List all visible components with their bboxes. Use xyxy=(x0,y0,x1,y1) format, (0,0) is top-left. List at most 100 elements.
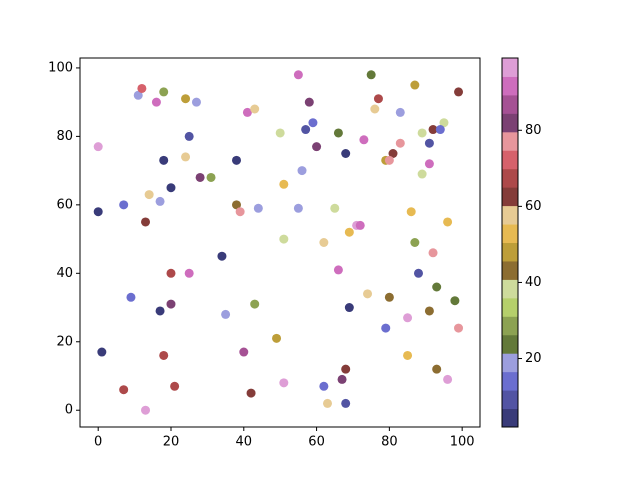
colorbar-segment xyxy=(502,224,518,243)
scatter-point xyxy=(275,128,285,138)
x-tick-label: 100 xyxy=(450,435,475,450)
x-tick-label: 40 xyxy=(236,435,253,450)
scatter-point xyxy=(155,196,165,206)
colorbar-segment xyxy=(502,297,518,317)
y-tick-label: 0 xyxy=(65,403,73,418)
colorbar-segment xyxy=(502,168,518,188)
scatter-point xyxy=(403,350,413,360)
scatter-point xyxy=(428,248,438,258)
scatter-point xyxy=(97,347,107,357)
scatter-point xyxy=(344,227,354,237)
scatter-point xyxy=(119,385,129,395)
scatter-point xyxy=(151,97,161,107)
scatter-point xyxy=(312,142,322,152)
scatter-point xyxy=(363,289,373,299)
scatter-point xyxy=(454,87,464,97)
scatter-point xyxy=(272,333,282,343)
scatter-point xyxy=(366,70,376,80)
scatter-point xyxy=(406,207,416,217)
scatter-point xyxy=(141,405,151,415)
scatter-point xyxy=(413,268,423,278)
colorbar-segment xyxy=(502,408,518,428)
scatter-point xyxy=(93,142,103,152)
scatter-point xyxy=(141,217,151,227)
scatter-point xyxy=(217,251,227,261)
scatter-point xyxy=(410,238,420,247)
scatter-point xyxy=(246,388,256,398)
scatter-point xyxy=(253,203,263,213)
colorbar-segment xyxy=(502,260,518,280)
scatter-point xyxy=(333,265,343,275)
scatter-point xyxy=(232,200,242,210)
scatter-point xyxy=(235,207,245,217)
scatter-point xyxy=(166,268,176,278)
scatter-point xyxy=(250,104,260,114)
scatter-point xyxy=(424,159,434,169)
colorbar-tick-label: 60 xyxy=(525,199,542,214)
colorbar-segment xyxy=(502,131,518,151)
scatter-point xyxy=(435,125,445,135)
scatter-point xyxy=(239,347,249,357)
x-tick-label: 60 xyxy=(308,435,325,450)
scatter-point xyxy=(330,203,340,213)
colorbar-segment xyxy=(502,76,518,96)
scatter-point xyxy=(184,268,194,278)
colorbar-tick-label: 20 xyxy=(525,351,542,366)
scatter-point xyxy=(337,374,347,384)
scatter-point xyxy=(355,220,365,230)
colorbar-segment xyxy=(502,150,518,170)
x-tick-label: 0 xyxy=(94,435,102,450)
scatter-point xyxy=(232,155,242,165)
scatter-point xyxy=(119,200,129,210)
scatter-point xyxy=(126,292,136,302)
scatter-point xyxy=(341,398,351,408)
colorbar-tick-label: 80 xyxy=(525,123,542,138)
scatter-point xyxy=(454,323,464,333)
scatter-point xyxy=(133,90,143,100)
scatter-point xyxy=(322,398,332,408)
scatter-point xyxy=(439,118,449,128)
scatter-point xyxy=(191,97,201,107)
scatter-point xyxy=(424,138,434,148)
scatter-point xyxy=(250,299,260,309)
y-tick-label: 60 xyxy=(56,197,73,212)
scatter-point xyxy=(395,138,405,148)
scatter-point xyxy=(144,190,154,200)
scatter-point xyxy=(381,323,391,333)
scatter-point xyxy=(344,303,354,313)
colorbar-segment xyxy=(502,353,518,373)
scatter-point xyxy=(319,238,329,247)
plot-frame xyxy=(79,57,481,428)
scatter-point xyxy=(410,80,420,90)
scatter-point xyxy=(293,70,303,80)
colorbar-segment xyxy=(502,371,518,391)
scatter-point xyxy=(181,152,191,162)
scatter-point xyxy=(417,169,427,179)
colorbar-segment xyxy=(502,205,518,225)
scatter-point xyxy=(181,94,191,104)
colorbar-segment xyxy=(502,94,518,114)
y-tick-label: 80 xyxy=(56,129,73,144)
scatter-point xyxy=(159,87,169,97)
colorbar-segment xyxy=(502,187,518,207)
colorbar-segment xyxy=(502,58,518,77)
colorbar-tick-label: 40 xyxy=(525,275,542,290)
scatter-point xyxy=(443,217,453,227)
scatter-point xyxy=(279,234,289,244)
colorbar-segment xyxy=(502,316,518,336)
scatter-point xyxy=(184,131,194,141)
colorbar-frame xyxy=(501,57,519,428)
scatter-point xyxy=(93,207,103,217)
scatter-point xyxy=(166,183,176,193)
scatter-point xyxy=(432,364,442,374)
scatter-point xyxy=(417,128,427,138)
scatter-point xyxy=(450,296,460,306)
scatter-point xyxy=(301,125,311,135)
scatter-point xyxy=(333,128,343,138)
scatter-point xyxy=(384,155,394,165)
scatter-point xyxy=(159,350,169,360)
scatter-point xyxy=(155,306,165,316)
y-tick-label: 100 xyxy=(48,60,73,75)
colorbar-segment xyxy=(502,334,518,354)
